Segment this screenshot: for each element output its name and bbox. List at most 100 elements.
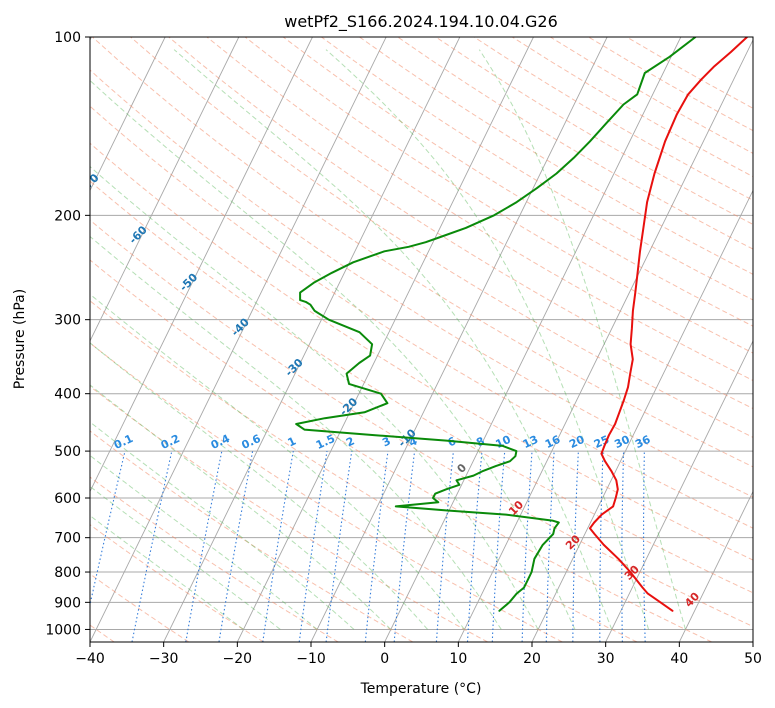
dry-adiabat-line bbox=[90, 105, 753, 529]
y-tick-label: 800 bbox=[54, 565, 81, 581]
moist-adiabat-line bbox=[478, 49, 686, 630]
dry-adiabat-label: -50 bbox=[177, 270, 200, 293]
mixing-ratio-label: 0.2 bbox=[159, 432, 182, 452]
x-tick-label: −20 bbox=[223, 651, 253, 667]
dry-adiabat-line bbox=[90, 342, 563, 642]
dewpoint-profile-line bbox=[295, 37, 697, 612]
dry-adiabat-label: -80 bbox=[26, 127, 49, 150]
dry-adiabat-line bbox=[90, 142, 753, 561]
mixing-ratio-line bbox=[90, 450, 126, 608]
y-axis-label: Pressure (hPa) bbox=[12, 289, 28, 389]
x-tick-label: 50 bbox=[744, 651, 762, 667]
moist-adiabat-line bbox=[90, 165, 539, 630]
isotherm-line bbox=[384, 37, 682, 642]
dry-adiabat-line bbox=[282, 37, 753, 327]
mixing-ratio-label: 30 bbox=[612, 433, 632, 451]
y-tick-label: 500 bbox=[54, 444, 81, 460]
isotherm-line bbox=[605, 339, 753, 642]
dry-adiabat-line bbox=[588, 37, 753, 132]
dry-adiabat-line bbox=[130, 37, 753, 438]
mixing-ratio-label: 36 bbox=[633, 433, 653, 451]
mixing-ratio-label: 1 bbox=[286, 434, 298, 449]
moist-adiabat-line bbox=[90, 485, 281, 630]
mixing-ratio-label: 2 bbox=[344, 434, 356, 449]
profile-series bbox=[295, 37, 749, 612]
isotherm-line bbox=[90, 37, 240, 343]
dry-adiabat-label: -70 bbox=[78, 171, 101, 194]
dry-adiabat-line bbox=[90, 259, 712, 642]
mixing-ratio-label: 16 bbox=[543, 433, 563, 451]
dry-adiabat-line bbox=[90, 430, 414, 642]
dry-adiabat-line bbox=[359, 37, 753, 275]
mixing-ratio-label: 0.1 bbox=[112, 432, 135, 452]
dry-adiabat-line bbox=[90, 573, 190, 642]
dry-adiabat-line bbox=[168, 37, 753, 410]
isotherm-line bbox=[163, 37, 461, 642]
x-tick-label: 30 bbox=[597, 651, 615, 667]
moist-adiabat-line bbox=[90, 293, 465, 630]
y-tick-label: 900 bbox=[54, 595, 81, 611]
plot-frame bbox=[89, 36, 754, 643]
mixing-ratio-line bbox=[621, 451, 625, 642]
moist-adiabat-line bbox=[90, 384, 392, 630]
mixing-ratio-line bbox=[599, 451, 604, 642]
y-tick-label: 300 bbox=[54, 313, 81, 329]
mixing-ratio-line bbox=[218, 451, 254, 642]
isotherm-line bbox=[90, 37, 387, 642]
mixing-ratio-label: 1.5 bbox=[314, 432, 337, 452]
dry-adiabat-line bbox=[473, 37, 753, 201]
isotherm-line bbox=[678, 490, 753, 642]
isotherm-line bbox=[90, 37, 166, 192]
temperature-profile-line bbox=[588, 37, 749, 612]
axis-ticks: −40 −30 −20 −10 0 10 20 30 40 50 100 200 300 400 500 60… bbox=[45, 30, 762, 667]
dry-adiabat-line bbox=[90, 219, 753, 628]
dry-adiabat-line bbox=[90, 69, 753, 498]
y-tick-label: 200 bbox=[54, 208, 81, 224]
dry-adiabat-line bbox=[90, 476, 339, 642]
chart-title: wetPf2_S166.2024.194.10.04.G26 bbox=[284, 12, 558, 32]
moist-adiabat-line bbox=[90, 514, 244, 630]
dry-adiabat-label: -30 bbox=[283, 356, 306, 379]
x-tick-label: −30 bbox=[149, 651, 179, 667]
mixing-ratio-line bbox=[131, 450, 173, 642]
mixing-ratio-line bbox=[491, 451, 506, 642]
y-tick-label: 1000 bbox=[45, 622, 81, 638]
dry-adiabat-line bbox=[90, 180, 753, 594]
moist-adiabat-line bbox=[90, 235, 502, 630]
mixing-ratio-label: 0.4 bbox=[209, 432, 232, 452]
y-tick-label: 700 bbox=[54, 531, 81, 547]
mixing-ratio-line bbox=[545, 451, 555, 642]
background-lines bbox=[90, 37, 753, 642]
isotherm-line bbox=[90, 37, 313, 493]
mixing-ratio-label: 0.6 bbox=[240, 432, 263, 452]
dry-adiabat-label: 40 bbox=[682, 590, 702, 610]
isotherm-line bbox=[236, 37, 534, 642]
moist-adiabat-line bbox=[325, 49, 650, 630]
dry-adiabat-label: -40 bbox=[229, 315, 252, 338]
x-tick-label: 20 bbox=[523, 651, 541, 667]
moist-adiabat-line bbox=[90, 454, 318, 630]
y-tick-label: 400 bbox=[54, 387, 81, 403]
mixing-ratio-line bbox=[393, 451, 416, 642]
mixing-ratio-line bbox=[325, 451, 353, 642]
dry-adiabat-label: 20 bbox=[563, 532, 583, 552]
dry-adiabat-line bbox=[244, 37, 753, 354]
mixing-ratio-line bbox=[435, 451, 454, 642]
y-tick-label: 600 bbox=[54, 491, 81, 507]
mixing-ratio-line bbox=[466, 451, 483, 642]
x-axis-label: Temperature (°C) bbox=[360, 681, 482, 697]
x-tick-label: 0 bbox=[380, 651, 389, 667]
dry-adiabat-line bbox=[90, 300, 638, 642]
x-tick-label: −40 bbox=[75, 651, 105, 667]
moist-adiabat-line bbox=[173, 49, 613, 630]
moist-adiabat-line bbox=[90, 79, 576, 630]
dry-adiabat-line bbox=[321, 37, 753, 301]
isotherm-line bbox=[531, 189, 753, 642]
dry-adiabat-line bbox=[92, 37, 753, 468]
mixing-ratio-label: 13 bbox=[521, 433, 540, 451]
moist-adiabat-line bbox=[90, 342, 428, 630]
isotherm-line bbox=[457, 39, 753, 642]
mixing-ratio-line bbox=[185, 450, 223, 642]
mixing-ratio-label: 25 bbox=[592, 433, 611, 451]
